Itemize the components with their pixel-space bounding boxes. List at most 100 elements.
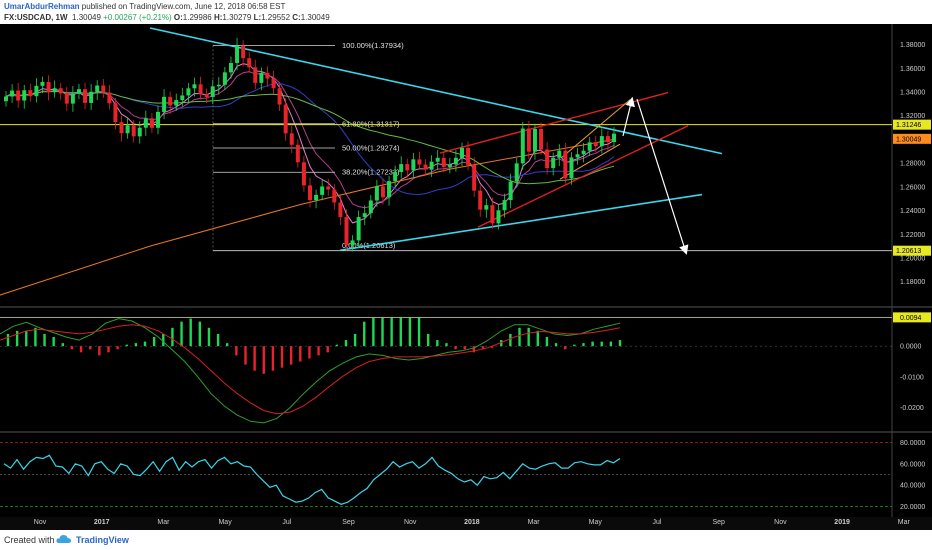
macd-tick-label: -0.0100 [900,374,924,381]
candle-body [508,181,513,201]
candle-body [539,128,544,150]
time-tick-label: 2018 [464,519,480,526]
candle-body [308,185,312,201]
candle [295,139,300,168]
macd-histogram-bar [399,317,402,347]
candle-body [380,186,385,198]
macd-histogram-bar [79,346,83,353]
candle-body [46,81,51,93]
candle-body [131,125,136,137]
author-link[interactable]: UmarAbdurRehman [4,2,80,11]
candle [460,142,464,166]
candle [423,159,428,176]
time-tick-label: 2019 [834,519,850,526]
macd-histogram-bar [198,321,202,347]
candle-body [107,92,112,104]
tradingview-brand[interactable]: TradingView [76,535,129,545]
candle-body [253,67,258,83]
candle-body [314,194,319,201]
candle-body [417,159,422,165]
candle-body [520,128,525,164]
candle [192,77,197,97]
candle-body [466,147,471,165]
candle [417,151,422,170]
macd-histogram-bar [381,317,384,347]
candle [429,155,434,177]
candle-body [216,84,221,87]
macd-histogram-bar [125,344,128,347]
candle [380,178,385,205]
candle [387,175,392,206]
candle [508,173,513,209]
candle [174,93,179,111]
candle-body [40,81,45,86]
rsi-tick-label: 80.0000 [900,440,925,447]
candle-body [52,88,57,93]
price-tick-label: 1.18000 [900,279,925,286]
macd-histogram-bar [171,327,174,347]
candle-body [344,217,349,246]
macd-histogram-bar [226,343,229,347]
candle [532,123,537,160]
candle-body [119,122,124,134]
price-label-bg [893,133,931,144]
candle-body [399,164,404,173]
candle-body [575,154,580,158]
fib-level-label: 61.80%(1.31317) [342,119,400,128]
candle-body [289,133,294,145]
candle-body [496,210,501,224]
candle-body [241,45,246,59]
tradingview-cloud-icon [56,535,71,543]
candle [551,152,556,176]
candle-body [70,93,75,104]
macd-tick-label: 0.0000 [900,344,922,351]
chart-canvas[interactable]: Nov 2017 Mar May Jul Sep Nov 2018 Mar May Jul Sep No… [0,24,932,530]
wedge-upper-line [561,99,631,158]
macd-histogram-bar [299,346,302,362]
candle [496,204,501,230]
candle-body [569,157,574,179]
candle [466,141,471,171]
ohlc-legend: FX:USDCAD, 1W 1.30049 +0.00267 (+0.21%) … [4,13,330,22]
candle-body [587,142,592,151]
macd-line [0,318,621,424]
macd-histogram-bar [253,346,256,371]
candle-body [551,157,556,169]
candle [271,70,276,94]
candle [83,82,88,110]
candle-body [563,150,568,179]
candle [58,82,63,100]
candle-body [58,88,63,94]
macd-histogram-bar [582,343,585,347]
macd-histogram-bar [162,333,165,347]
candle [10,84,15,103]
candle [526,120,531,159]
candle-body [222,72,227,85]
candle-body [271,78,276,89]
candle [198,76,203,100]
macd-histogram-bar [609,341,613,347]
candle [411,152,416,179]
candle-body [411,159,416,171]
candle-body [526,128,531,152]
open-label: O: [173,13,183,22]
candle-body [180,95,185,101]
macd-histogram-bar [180,321,183,347]
rsi-tick-label: 20.0000 [900,504,925,511]
candle [374,179,379,207]
candle-body [283,104,288,134]
candle [393,165,398,187]
time-tick-label: Mar [898,519,911,526]
candle-body [350,240,355,246]
macd-histogram-bar [600,341,603,347]
symbol-label[interactable]: FX:USDCAD, 1W [4,13,68,22]
rsi-tick-label: 60.0000 [900,461,925,468]
candle-body [435,157,440,162]
candle [289,125,294,153]
macd-histogram-bar [554,343,558,347]
macd-histogram-bar [490,346,494,348]
price-tick-label: 1.36000 [900,66,925,73]
candle [441,152,446,173]
macd-histogram [6,317,622,374]
price-tick-label: 1.32000 [900,113,925,120]
